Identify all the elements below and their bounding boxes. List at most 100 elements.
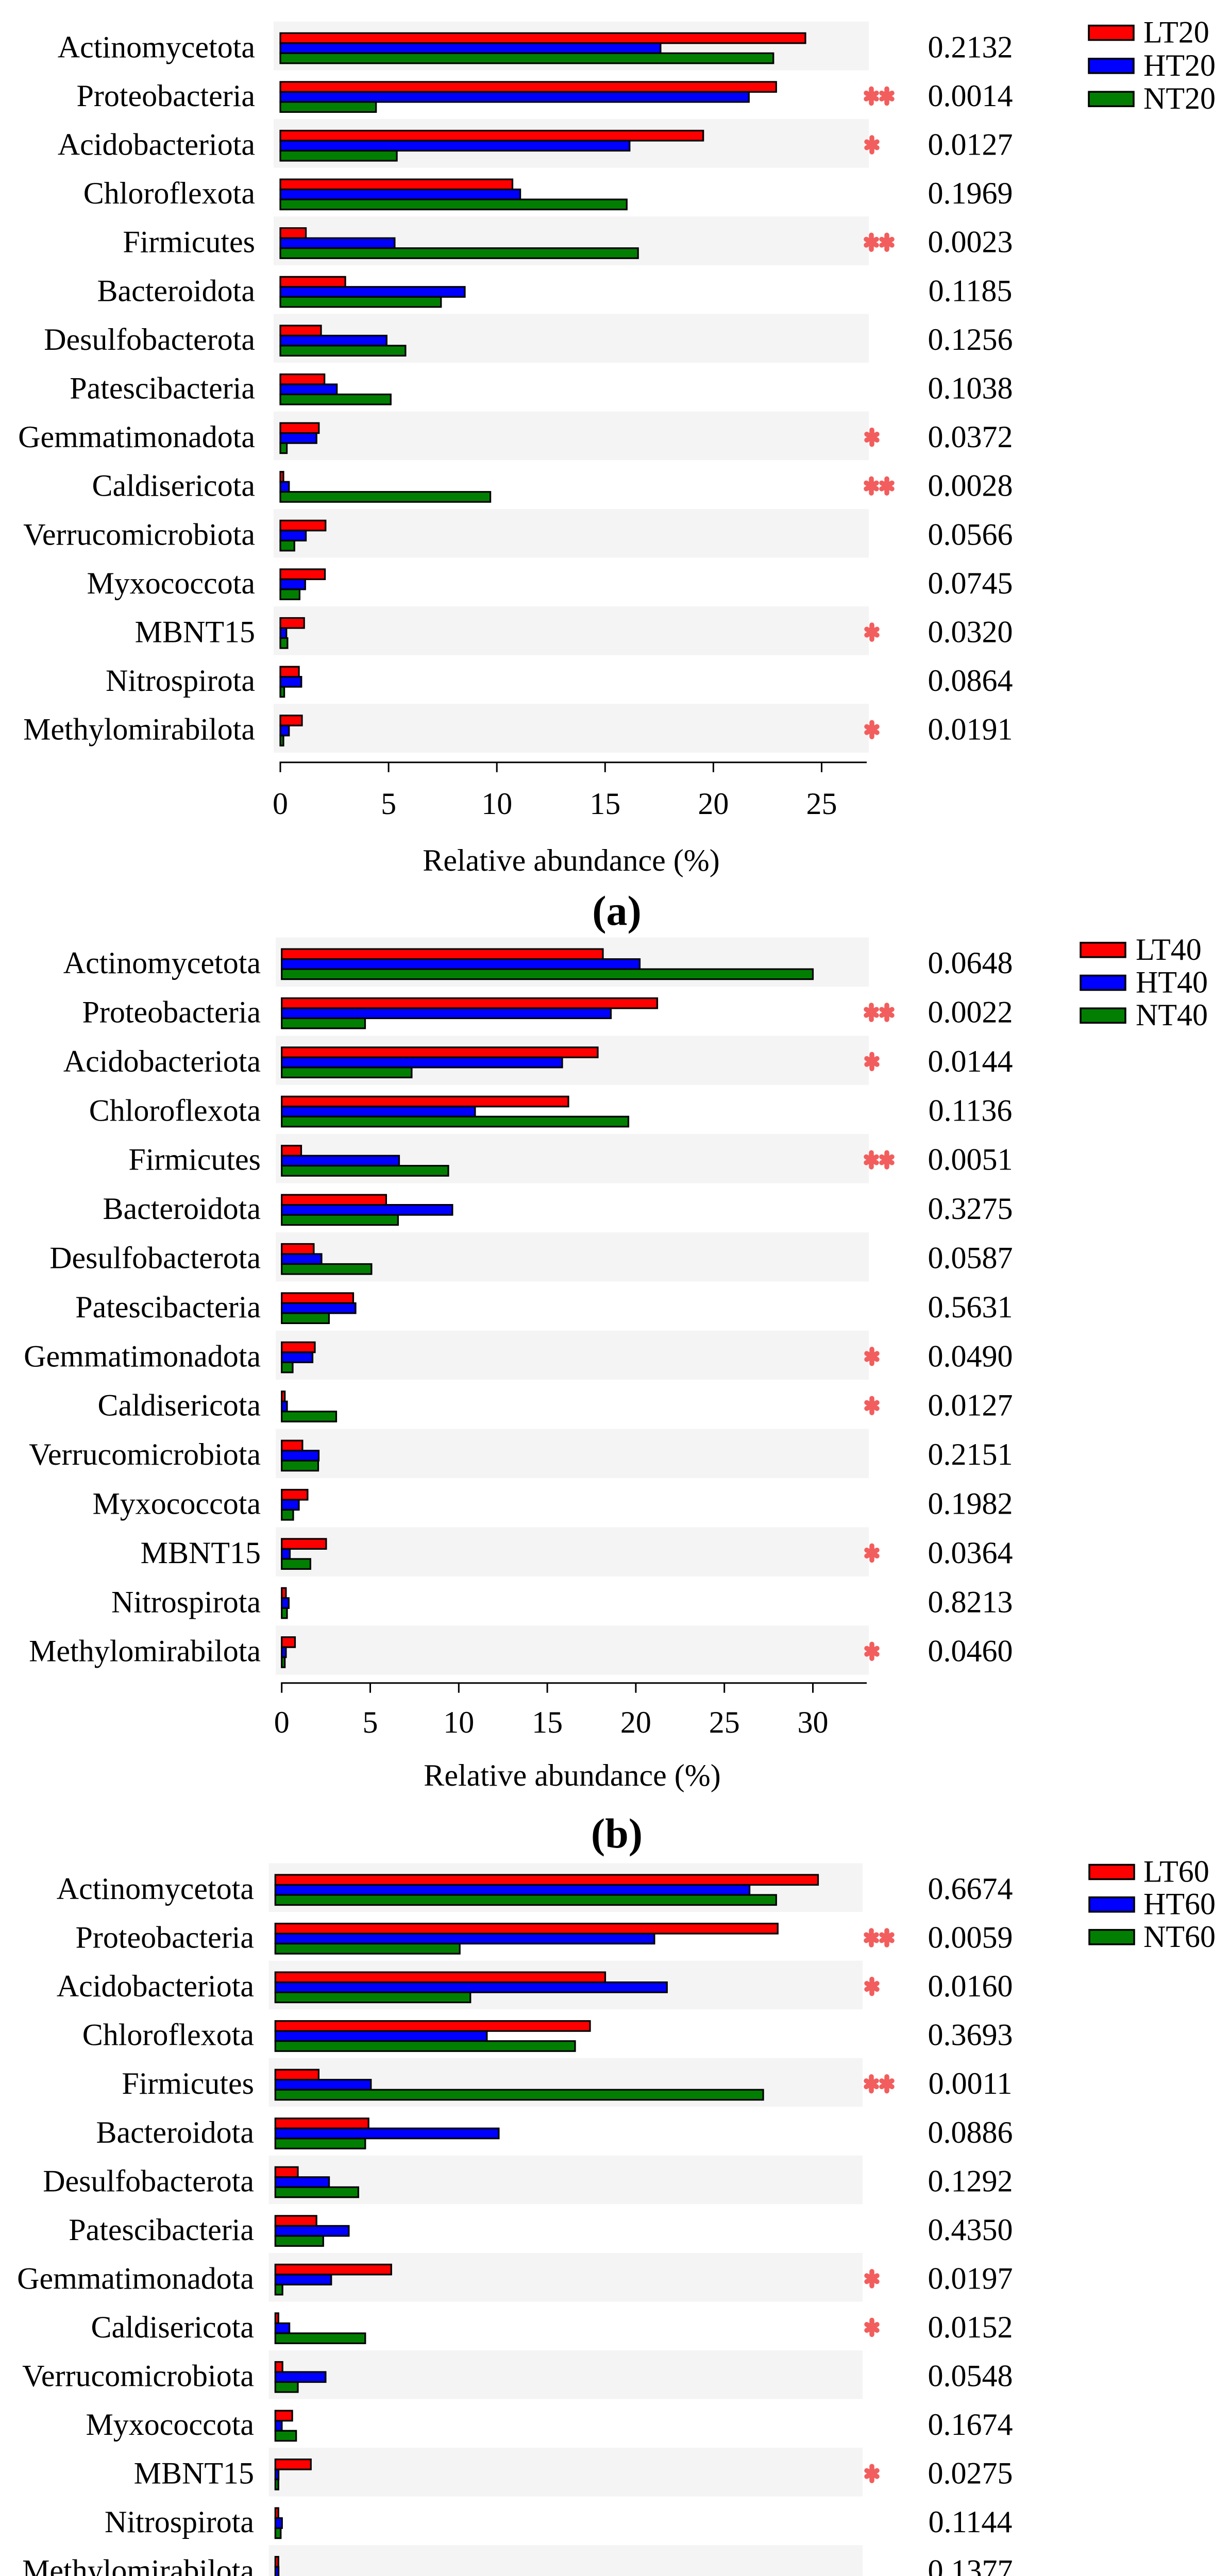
svg-text:0.1674: 0.1674 [928, 2408, 1013, 2442]
svg-text:0.0051: 0.0051 [928, 1143, 1013, 1177]
svg-text:MBNT15: MBNT15 [141, 1536, 261, 1570]
svg-text:0.0490: 0.0490 [928, 1339, 1013, 1373]
svg-text:Actinomycetota: Actinomycetota [58, 30, 255, 64]
svg-text:0: 0 [273, 787, 288, 821]
svg-text:Verrucomicrobiota: Verrucomicrobiota [29, 1437, 261, 1471]
svg-text:Patescibacteria: Patescibacteria [75, 1290, 261, 1324]
svg-text:0.0745: 0.0745 [928, 566, 1013, 600]
svg-text:0.0014: 0.0014 [928, 79, 1013, 113]
svg-text:LT40: LT40 [1136, 933, 1202, 967]
svg-text:0.0886: 0.0886 [928, 2115, 1013, 2149]
svg-text:Myxococcota: Myxococcota [92, 1487, 261, 1521]
svg-text:0.3693: 0.3693 [928, 2018, 1013, 2052]
svg-text:10: 10 [443, 1705, 474, 1739]
svg-text:Relative abundance (%): Relative abundance (%) [423, 843, 719, 877]
svg-text:Myxococcota: Myxococcota [87, 566, 255, 600]
svg-text:Desulfobacterota: Desulfobacterota [43, 2164, 254, 2198]
svg-text:5: 5 [381, 787, 396, 821]
svg-text:0.1377: 0.1377 [928, 2554, 1013, 2576]
svg-text:0.2132: 0.2132 [928, 30, 1013, 64]
svg-text:Methylomirabilota: Methylomirabilota [22, 2554, 254, 2576]
svg-text:Bacteroidota: Bacteroidota [103, 1192, 261, 1226]
svg-text:LT60: LT60 [1143, 1855, 1209, 1889]
svg-text:Methylomirabilota: Methylomirabilota [29, 1634, 261, 1668]
svg-text:10: 10 [481, 787, 512, 821]
svg-text:Actinomycetota: Actinomycetota [57, 1872, 254, 1906]
svg-text:0.0160: 0.0160 [928, 1969, 1013, 2003]
svg-text:0.0275: 0.0275 [928, 2456, 1013, 2490]
svg-text:Desulfobacterota: Desulfobacterota [49, 1241, 261, 1275]
svg-text:Caldisericota: Caldisericota [97, 1388, 261, 1422]
svg-text:Methylomirabilota: Methylomirabilota [23, 713, 255, 747]
svg-text:20: 20 [620, 1705, 651, 1739]
svg-text:20: 20 [698, 787, 729, 821]
svg-text:HT60: HT60 [1143, 1887, 1216, 1921]
svg-text:0.4350: 0.4350 [928, 2213, 1013, 2247]
svg-text:Relative abundance (%): Relative abundance (%) [424, 1758, 720, 1792]
svg-text:Nitrospirota: Nitrospirota [111, 1585, 261, 1619]
svg-text:Nitrospirota: Nitrospirota [105, 2505, 254, 2539]
svg-text:Caldisericota: Caldisericota [92, 469, 255, 503]
svg-text:Myxococcota: Myxococcota [86, 2408, 254, 2442]
svg-text:0.0566: 0.0566 [928, 517, 1013, 551]
svg-text:Gemmatimonadota: Gemmatimonadota [18, 420, 255, 454]
svg-text:Caldisericota: Caldisericota [91, 2310, 254, 2344]
svg-text:Actinomycetota: Actinomycetota [63, 946, 261, 980]
svg-text:0.1038: 0.1038 [928, 371, 1013, 405]
svg-text:Acidobacteriota: Acidobacteriota [57, 1969, 254, 2003]
svg-text:Nitrospirota: Nitrospirota [106, 664, 255, 698]
svg-text:MBNT15: MBNT15 [134, 2456, 254, 2490]
svg-text:0.0364: 0.0364 [928, 1536, 1013, 1570]
svg-text:25: 25 [806, 787, 837, 821]
svg-text:(b): (b) [591, 1810, 643, 1857]
svg-text:30: 30 [798, 1705, 829, 1739]
svg-text:0.0460: 0.0460 [928, 1634, 1013, 1668]
svg-text:0.0022: 0.0022 [928, 995, 1013, 1029]
svg-text:Gemmatimonadota: Gemmatimonadota [24, 1339, 261, 1373]
svg-text:5: 5 [363, 1705, 378, 1739]
svg-text:MBNT15: MBNT15 [135, 615, 255, 649]
svg-text:HT20: HT20 [1143, 48, 1216, 82]
svg-text:0.0320: 0.0320 [928, 615, 1013, 649]
svg-text:0.2151: 0.2151 [928, 1437, 1013, 1471]
svg-text:NT60: NT60 [1143, 1920, 1216, 1954]
svg-text:Acidobacteriota: Acidobacteriota [63, 1044, 261, 1078]
svg-text:Proteobacteria: Proteobacteria [76, 1921, 255, 1955]
svg-text:0.6674: 0.6674 [928, 1872, 1013, 1906]
svg-text:Bacteroidota: Bacteroidota [96, 2115, 254, 2149]
svg-text:0.8213: 0.8213 [928, 1585, 1013, 1619]
svg-text:0.0372: 0.0372 [928, 420, 1013, 454]
svg-text:Patescibacteria: Patescibacteria [69, 2213, 254, 2247]
svg-text:0.0011: 0.0011 [929, 2066, 1013, 2100]
svg-text:0.5631: 0.5631 [928, 1290, 1013, 1324]
svg-text:0.1982: 0.1982 [928, 1487, 1013, 1521]
svg-text:Firmicutes: Firmicutes [128, 1143, 261, 1177]
svg-text:0.1136: 0.1136 [929, 1093, 1013, 1127]
svg-text:0.0023: 0.0023 [928, 225, 1013, 259]
svg-text:0.0191: 0.0191 [928, 713, 1013, 747]
svg-text:Proteobacteria: Proteobacteria [77, 79, 256, 113]
svg-text:0: 0 [274, 1705, 290, 1739]
svg-text:0.0152: 0.0152 [928, 2310, 1013, 2344]
svg-text:Firmicutes: Firmicutes [123, 225, 255, 259]
svg-text:Verrucomicrobiota: Verrucomicrobiota [22, 2359, 254, 2393]
svg-text:0.0127: 0.0127 [928, 128, 1013, 162]
svg-text:Chloroflexota: Chloroflexota [83, 176, 255, 210]
svg-text:0.0127: 0.0127 [928, 1388, 1013, 1422]
svg-text:0.0864: 0.0864 [928, 664, 1013, 698]
svg-text:0.0197: 0.0197 [928, 2261, 1013, 2295]
svg-text:0.0548: 0.0548 [928, 2359, 1013, 2393]
svg-text:0.1292: 0.1292 [928, 2164, 1013, 2198]
svg-text:Firmicutes: Firmicutes [122, 2066, 254, 2100]
svg-text:Gemmatimonadota: Gemmatimonadota [17, 2261, 254, 2295]
svg-text:Proteobacteria: Proteobacteria [82, 995, 261, 1029]
svg-text:0.0587: 0.0587 [928, 1241, 1013, 1275]
svg-text:0.1256: 0.1256 [928, 323, 1013, 357]
svg-text:0.3275: 0.3275 [928, 1192, 1013, 1226]
svg-text:25: 25 [709, 1705, 740, 1739]
svg-text:0.1969: 0.1969 [928, 176, 1013, 210]
svg-text:Chloroflexota: Chloroflexota [82, 2018, 254, 2052]
svg-text:0.1144: 0.1144 [929, 2505, 1013, 2539]
svg-text:0.0144: 0.0144 [928, 1044, 1013, 1078]
svg-text:LT20: LT20 [1143, 15, 1209, 49]
